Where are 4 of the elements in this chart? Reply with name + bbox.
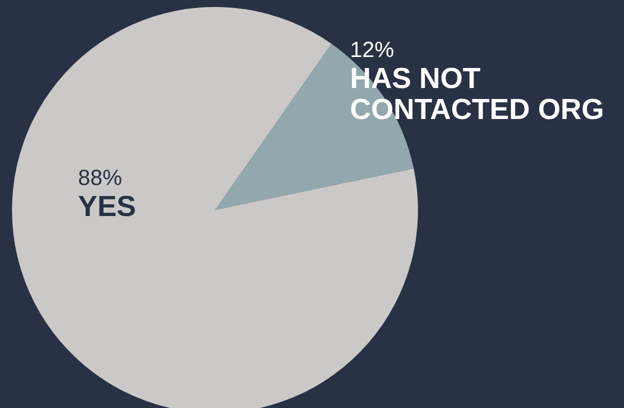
slice-label: YES [78,191,136,223]
data-label: 12% [350,37,394,62]
slice-label: HAS NOT CONTACTED ORG [350,63,604,126]
data-label: 88% [78,165,122,190]
